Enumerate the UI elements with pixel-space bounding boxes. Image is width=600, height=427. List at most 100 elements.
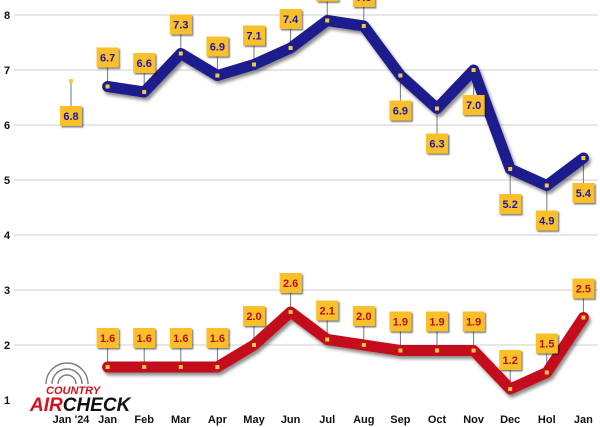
data-point-lower	[252, 343, 256, 347]
data-label-box	[352, 306, 375, 326]
data-label-box	[206, 36, 229, 57]
data-point-upper	[361, 24, 366, 28]
data-label-value: 5.2	[503, 199, 518, 211]
data-label-box	[572, 183, 595, 203]
data-point-upper	[288, 46, 293, 50]
y-tick-label: 8	[4, 10, 10, 22]
x-tick-label: Aug	[353, 414, 374, 426]
data-label-lower: 2.0	[243, 306, 265, 326]
x-tick-label: Feb	[134, 414, 154, 426]
y-tick-label: 6	[4, 120, 10, 132]
data-label-box	[96, 47, 119, 68]
data-label-value: 2.1	[320, 306, 335, 318]
data-label-box	[133, 53, 156, 73]
data-point-lower	[471, 348, 476, 353]
data-label-box	[169, 14, 192, 35]
data-label-box	[389, 100, 412, 121]
data-label-value: 1.6	[210, 333, 225, 345]
data-label-box	[316, 300, 339, 321]
x-tick-label: Mar	[171, 414, 191, 426]
data-label-box	[316, 0, 339, 2]
data-label-lower: 1.6	[133, 328, 156, 348]
data-label-upper: 7.3	[169, 14, 192, 35]
data-point-upper	[471, 68, 476, 72]
x-tick-label: May	[243, 414, 265, 426]
data-point-upper	[105, 84, 110, 89]
data-label-value: 2.5	[576, 284, 591, 296]
data-label-upper: 6.3	[426, 133, 448, 154]
data-label-box	[499, 194, 522, 214]
logo-line-2: AIRCHECK	[29, 395, 132, 416]
data-label-value: 1.9	[393, 317, 408, 329]
y-tick-label: 3	[4, 285, 10, 297]
data-label-lower: 1.5	[535, 333, 558, 354]
data-label-upper: 7.0	[462, 95, 485, 115]
x-tick-label: Nov	[463, 414, 485, 426]
x-tick-label: Jan	[574, 414, 593, 426]
x-tick-label: Oct	[428, 414, 447, 426]
data-label-box	[462, 311, 485, 332]
series-line-lower	[102, 306, 589, 395]
data-label-lower: 1.2	[499, 350, 522, 370]
data-point-upper	[178, 51, 183, 56]
data-label-lower: 2.0	[352, 306, 375, 326]
data-label-value: 1.9	[466, 317, 481, 329]
data-label-value: 1.6	[100, 333, 115, 345]
data-label-box	[535, 333, 558, 354]
y-tick-label: 4	[4, 230, 11, 242]
y-tick-label: 7	[4, 65, 10, 77]
data-label-upper: 6.6	[133, 53, 156, 73]
x-tick-label: Dec	[500, 414, 520, 426]
data-label-upper: 7.8	[352, 0, 375, 7]
data-label-box	[389, 311, 412, 332]
data-label-upper: 5.4	[572, 183, 595, 203]
data-point-upper	[325, 18, 330, 23]
data-label-lower: 1.9	[389, 311, 412, 332]
data-label-value: 2.6	[283, 278, 298, 290]
data-label-upper: 7.9	[316, 0, 339, 2]
data-label-value: 2.0	[246, 311, 261, 323]
data-point-upper	[508, 167, 513, 171]
x-axis-ticks: Jan '24 Jan Feb Mar Apr May Jun Jul Aug Sep Oct Nov…	[53, 414, 594, 426]
data-label-value: 2.0	[356, 311, 371, 323]
data-point-upper	[142, 90, 147, 94]
data-label-lower: 1.9	[426, 311, 448, 332]
data-label-value: 7.0	[466, 100, 481, 112]
data-point-lower	[508, 387, 513, 391]
country-aircheck-logo: COUNTRY AIRCHECK	[29, 362, 132, 416]
x-tick-label: Jul	[319, 414, 335, 426]
data-label-upper: 7.1	[243, 25, 265, 46]
data-point-upper	[69, 79, 73, 83]
data-label-value: 6.3	[429, 139, 444, 151]
data-label-value: 6.9	[393, 106, 408, 118]
data-label-value: 7.3	[173, 20, 188, 32]
data-point-lower	[105, 365, 110, 369]
data-point-upper	[215, 73, 220, 78]
data-label-lower: 1.6	[169, 328, 192, 348]
data-label-value: 7.1	[246, 31, 261, 43]
data-label-value: 1.5	[539, 339, 554, 351]
data-label-upper: 6.9	[206, 36, 229, 57]
broadcast-waves-icon	[45, 362, 89, 385]
data-label-upper: 7.4	[279, 9, 302, 29]
data-point-upper	[581, 156, 586, 160]
data-point-upper	[398, 73, 403, 78]
data-label-value: 6.6	[137, 58, 152, 70]
data-label-box	[279, 9, 302, 29]
data-label-value: 6.7	[100, 53, 115, 65]
axis-break-mark	[79, 74, 87, 90]
data-point-upper	[252, 62, 256, 67]
data-label-box	[243, 25, 265, 46]
data-label-box	[133, 328, 156, 348]
data-point-lower	[398, 348, 403, 353]
data-label-box	[572, 278, 595, 299]
logo-check-text: CHECK	[63, 395, 132, 416]
data-label-upper: 5.2	[499, 194, 522, 214]
x-tick-label: Jan	[98, 414, 117, 426]
data-point-lower	[325, 337, 330, 342]
data-label-value: 7.4	[283, 14, 299, 26]
data-label-upper: 6.8	[60, 106, 82, 126]
data-label-box	[96, 328, 119, 348]
data-label-box	[535, 210, 558, 231]
data-label-value: 1.6	[137, 333, 152, 345]
